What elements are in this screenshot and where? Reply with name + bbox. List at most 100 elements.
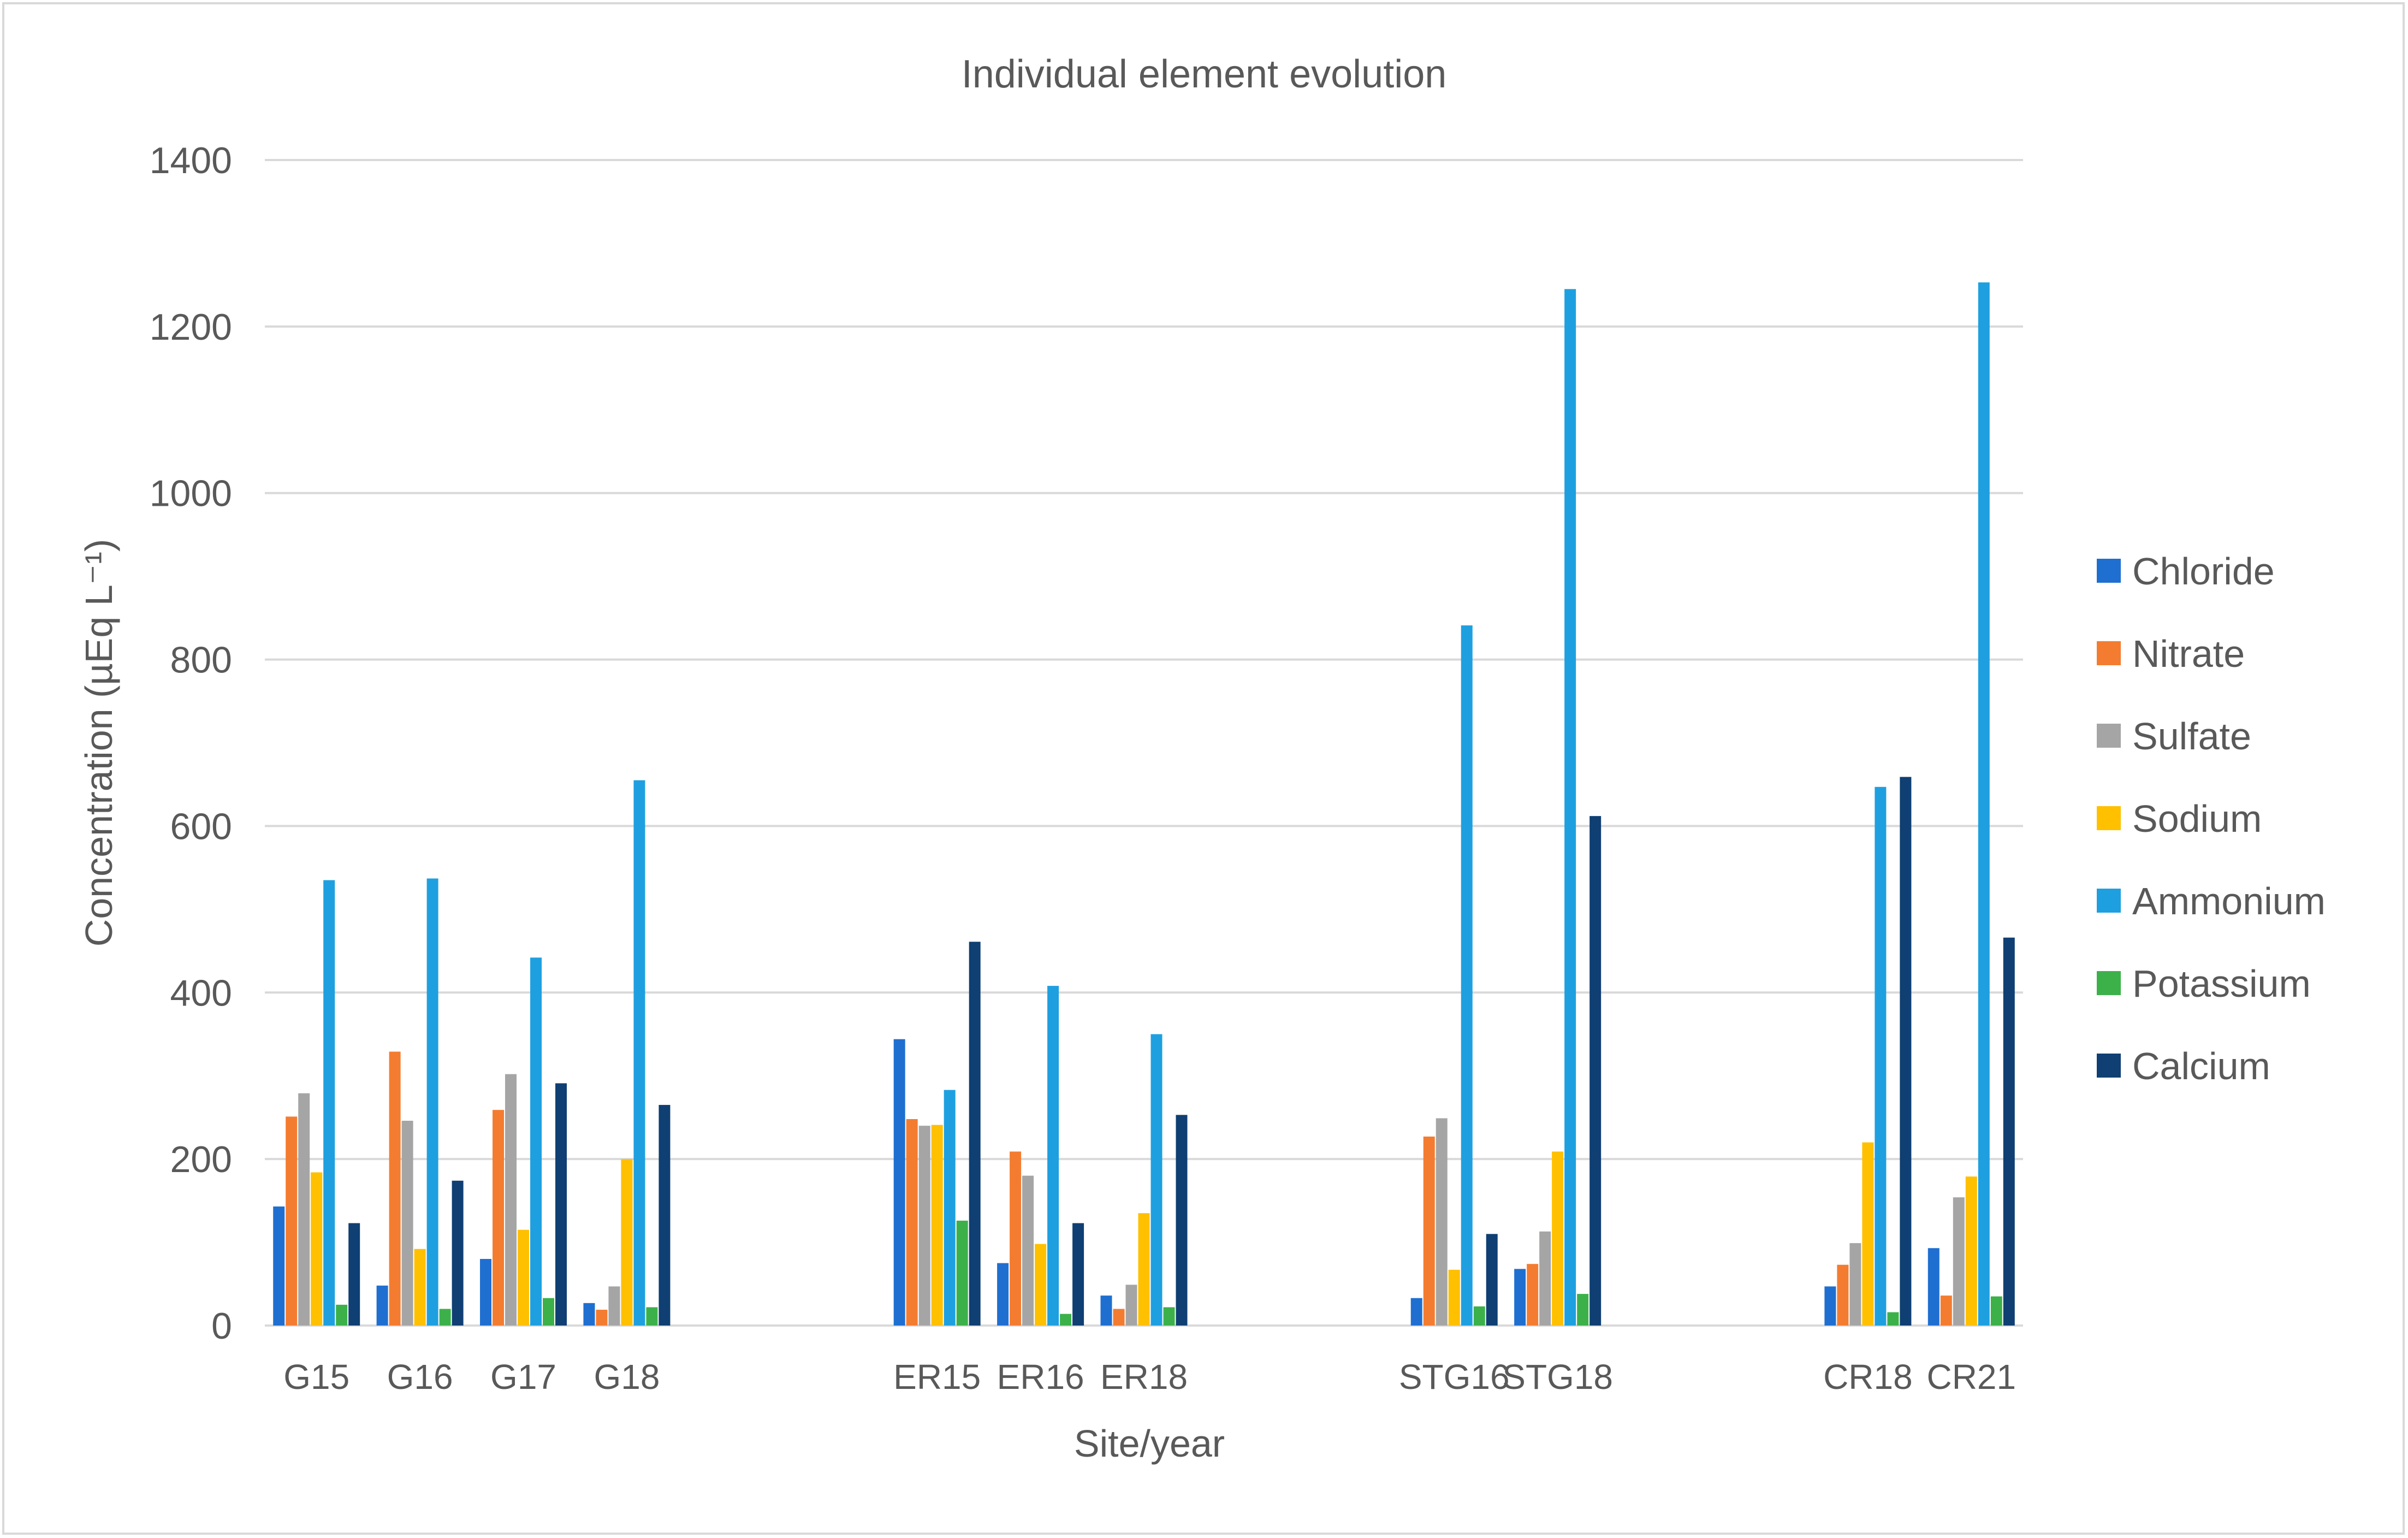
legend: Chloride Nitrate Sulfate Sodium Ammonium Pota… bbox=[2097, 550, 2326, 1087]
bar-calcium-g15 bbox=[348, 1223, 360, 1326]
bar-potassium-er15 bbox=[956, 1220, 968, 1326]
legend-label-calcium: Calcium bbox=[2132, 1045, 2270, 1087]
bar-calcium-g17 bbox=[555, 1083, 567, 1326]
x-tick-label: ER15 bbox=[893, 1357, 981, 1397]
bar-potassium-g18 bbox=[646, 1307, 658, 1326]
bar-sodium-er18 bbox=[1138, 1213, 1150, 1326]
bar-potassium-cr18 bbox=[1887, 1312, 1899, 1326]
x-tick-label: G18 bbox=[594, 1357, 660, 1397]
legend-label-sodium: Sodium bbox=[2132, 797, 2262, 840]
legend-label-ammonium: Ammonium bbox=[2132, 880, 2326, 922]
x-tick-label: ER16 bbox=[997, 1357, 1084, 1397]
bar-chloride-g17 bbox=[480, 1259, 492, 1326]
x-tick-label: G15 bbox=[283, 1357, 349, 1397]
x-tick-label: STG16 bbox=[1399, 1357, 1510, 1397]
bar-sodium-er15 bbox=[931, 1125, 943, 1326]
bar-nitrate-g16 bbox=[389, 1051, 401, 1326]
legend-swatch-potassium bbox=[2097, 971, 2121, 995]
bar-sulfate-stg18 bbox=[1539, 1231, 1551, 1326]
bar-calcium-stg16 bbox=[1486, 1234, 1498, 1326]
x-tick-label: CR18 bbox=[1823, 1357, 1913, 1397]
bar-ammonium-g15 bbox=[323, 880, 335, 1326]
legend-swatch-nitrate bbox=[2097, 641, 2121, 665]
bars bbox=[273, 282, 2015, 1326]
bar-nitrate-er16 bbox=[1010, 1151, 1022, 1326]
bar-ammonium-cr21 bbox=[1978, 282, 1990, 1326]
bar-chloride-er15 bbox=[893, 1039, 905, 1326]
y-tick-label: 1200 bbox=[150, 306, 232, 348]
bar-sulfate-stg16 bbox=[1436, 1118, 1448, 1326]
bar-sodium-g15 bbox=[311, 1172, 323, 1326]
bar-potassium-stg16 bbox=[1473, 1306, 1485, 1326]
bar-sulfate-g16 bbox=[401, 1121, 413, 1326]
legend-swatch-sulfate bbox=[2097, 724, 2121, 748]
bar-potassium-stg18 bbox=[1577, 1294, 1589, 1326]
bar-ammonium-stg18 bbox=[1564, 289, 1576, 1326]
bar-calcium-er15 bbox=[969, 942, 981, 1326]
legend-swatch-ammonium bbox=[2097, 889, 2121, 913]
legend-label-potassium: Potassium bbox=[2132, 962, 2311, 1005]
bar-nitrate-er15 bbox=[906, 1119, 918, 1326]
bar-nitrate-stg18 bbox=[1527, 1264, 1539, 1326]
legend-label-sulfate: Sulfate bbox=[2132, 715, 2251, 758]
x-axis-label: Site/year bbox=[1074, 1422, 1225, 1465]
bar-nitrate-cr21 bbox=[1940, 1296, 1952, 1326]
bar-nitrate-cr18 bbox=[1837, 1264, 1849, 1326]
legend-swatch-chloride bbox=[2097, 559, 2121, 583]
x-tick-label: G16 bbox=[387, 1357, 453, 1397]
bar-nitrate-er18 bbox=[1113, 1309, 1125, 1326]
x-tick-label: STG18 bbox=[1502, 1357, 1613, 1397]
chart-title: Individual element evolution bbox=[962, 52, 1447, 96]
y-tick-label: 400 bbox=[170, 972, 232, 1014]
legend-label-nitrate: Nitrate bbox=[2132, 632, 2245, 675]
bar-sodium-er16 bbox=[1035, 1244, 1047, 1326]
bar-chloride-g15 bbox=[273, 1206, 285, 1326]
bar-sulfate-er15 bbox=[918, 1126, 930, 1326]
legend-swatch-calcium bbox=[2097, 1054, 2121, 1078]
gridlines bbox=[265, 159, 2023, 1327]
bar-nitrate-stg16 bbox=[1423, 1136, 1435, 1326]
bar-ammonium-g18 bbox=[633, 780, 645, 1326]
bar-sodium-g17 bbox=[518, 1229, 530, 1326]
bar-chloride-cr18 bbox=[1824, 1286, 1836, 1326]
bar-ammonium-er15 bbox=[944, 1090, 956, 1326]
bar-sodium-stg16 bbox=[1448, 1269, 1460, 1326]
bar-sulfate-g17 bbox=[505, 1074, 517, 1326]
bar-calcium-er16 bbox=[1072, 1223, 1084, 1326]
y-tick-label: 1400 bbox=[150, 140, 232, 181]
x-tick-label: G17 bbox=[490, 1357, 556, 1397]
y-tick-label: 200 bbox=[170, 1139, 232, 1180]
bar-chloride-stg18 bbox=[1514, 1269, 1526, 1326]
bar-sulfate-g15 bbox=[298, 1093, 310, 1326]
bar-ammonium-cr18 bbox=[1875, 786, 1887, 1326]
bar-calcium-g16 bbox=[452, 1180, 464, 1326]
bar-chloride-g16 bbox=[376, 1285, 388, 1326]
bar-nitrate-g18 bbox=[596, 1310, 608, 1326]
bar-potassium-g17 bbox=[543, 1298, 555, 1326]
bar-sulfate-cr21 bbox=[1953, 1197, 1965, 1326]
bar-ammonium-er18 bbox=[1150, 1034, 1163, 1326]
x-tick-label: CR21 bbox=[1926, 1357, 2016, 1397]
bar-sodium-g16 bbox=[414, 1249, 426, 1326]
x-tick-label: ER18 bbox=[1100, 1357, 1188, 1397]
bar-potassium-er16 bbox=[1060, 1314, 1072, 1326]
bar-calcium-cr18 bbox=[1900, 777, 1912, 1326]
bar-sulfate-g18 bbox=[608, 1286, 620, 1326]
bar-chloride-er18 bbox=[1100, 1296, 1112, 1326]
bar-potassium-g15 bbox=[336, 1304, 348, 1326]
bar-nitrate-g17 bbox=[493, 1110, 505, 1326]
y-tick-label: 800 bbox=[170, 640, 232, 681]
bar-sodium-cr18 bbox=[1862, 1142, 1874, 1326]
bar-calcium-er18 bbox=[1176, 1115, 1188, 1326]
bar-potassium-er18 bbox=[1163, 1307, 1175, 1326]
bar-chloride-stg16 bbox=[1410, 1298, 1422, 1326]
legend-label-chloride: Chloride bbox=[2132, 550, 2275, 593]
bar-sulfate-cr18 bbox=[1849, 1243, 1861, 1326]
y-axis-ticks: 0 200 400 600 800 1000 1200 1400 bbox=[150, 140, 232, 1347]
bar-sodium-stg18 bbox=[1552, 1151, 1564, 1326]
bar-calcium-g18 bbox=[659, 1105, 671, 1326]
bar-chloride-er16 bbox=[997, 1263, 1009, 1326]
bar-potassium-cr21 bbox=[1990, 1296, 2002, 1326]
